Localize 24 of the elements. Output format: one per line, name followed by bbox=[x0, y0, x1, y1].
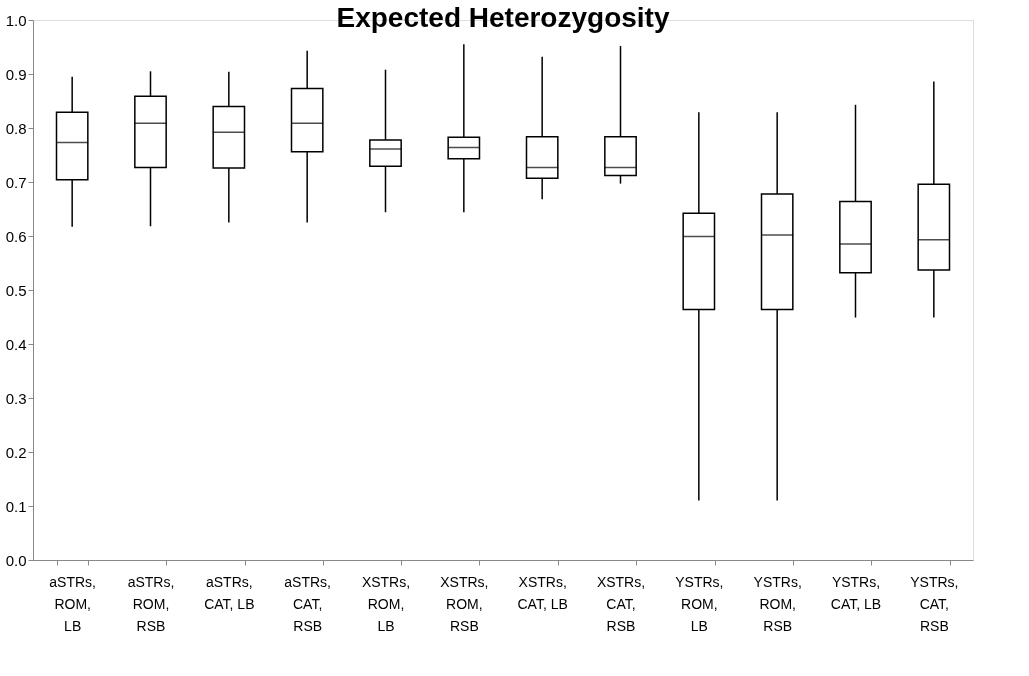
x-tick-label: XSTRs, CAT, RSB bbox=[596, 573, 646, 634]
y-tick-label: 0.9 bbox=[5, 65, 27, 83]
x-tick-label: aSTRs, CAT, RSB bbox=[284, 573, 332, 634]
y-tick-label: 0.1 bbox=[5, 497, 27, 515]
y-tick-label: 0.5 bbox=[5, 281, 27, 299]
y-tick-label: 0.3 bbox=[5, 389, 27, 407]
x-tick-label: aSTRs, CAT, LB bbox=[204, 573, 255, 612]
y-tick-label: 0.0 bbox=[5, 551, 27, 569]
y-tick-label: 0.6 bbox=[5, 227, 27, 245]
y-tick-label: 0.2 bbox=[5, 443, 27, 461]
x-tick-label: YSTRs, ROM, LB bbox=[675, 573, 724, 634]
y-tick-label: 1.0 bbox=[5, 11, 27, 29]
x-tick-label: XSTRs, ROM, RSB bbox=[440, 573, 489, 634]
y-tick-label: 0.4 bbox=[5, 335, 27, 353]
x-tick-label: YSTRs, CAT, RSB bbox=[910, 573, 959, 634]
y-tick-label: 0.8 bbox=[5, 119, 27, 137]
chart-title: Expected Heterozygosity bbox=[336, 2, 670, 33]
y-tick-label: 0.7 bbox=[5, 173, 27, 191]
x-tick-label: aSTRs, ROM, RSB bbox=[127, 573, 175, 634]
x-tick-label: XSTRs, CAT, LB bbox=[517, 573, 568, 612]
x-tick-label: aSTRs, ROM, LB bbox=[49, 573, 97, 634]
x-tick-label: YSTRs, CAT, LB bbox=[830, 573, 882, 612]
x-tick-label: XSTRs, ROM, LB bbox=[361, 573, 411, 634]
x-tick-label: YSTRs, ROM, RSB bbox=[753, 573, 802, 634]
